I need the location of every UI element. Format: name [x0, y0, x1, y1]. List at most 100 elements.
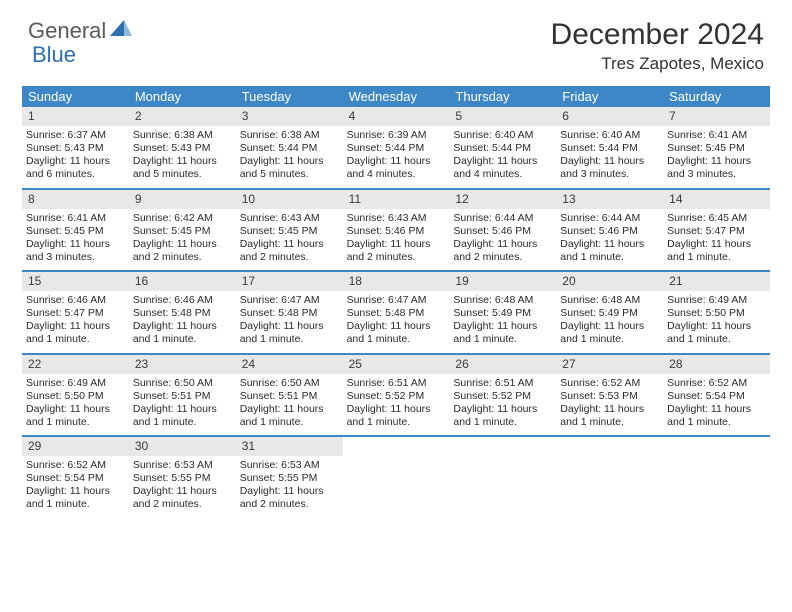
day-cell: 3Sunrise: 6:38 AMSunset: 5:44 PMDaylight… [236, 107, 343, 188]
day-cell: 1Sunrise: 6:37 AMSunset: 5:43 PMDaylight… [22, 107, 129, 188]
day-number: 15 [22, 272, 129, 291]
day-number: 18 [343, 272, 450, 291]
daylight-text: Daylight: 11 hours [22, 320, 129, 333]
day-number: 2 [129, 107, 236, 126]
daylight-text: Daylight: 11 hours [663, 403, 770, 416]
daylight-text: Daylight: 11 hours [129, 238, 236, 251]
day-cell: 29Sunrise: 6:52 AMSunset: 5:54 PMDayligh… [22, 437, 129, 518]
day-cell: 30 Sunrise: 6:53 AMSunset: 5:55 PMDayligh… [129, 437, 236, 518]
day-number: 12 [449, 190, 556, 209]
day-cell: 20Sunrise: 6:48 AMSunset: 5:49 PMDayligh… [556, 272, 663, 353]
daylight-text: and 2 minutes. [129, 251, 236, 264]
daylight-text: Daylight: 11 hours [22, 238, 129, 251]
day-header-sat: Saturday [663, 86, 770, 107]
daylight-text: Daylight: 11 hours [129, 485, 236, 498]
day-cell: 27Sunrise: 6:52 AMSunset: 5:53 PMDayligh… [556, 355, 663, 436]
sunset-text: Sunset: 5:46 PM [449, 225, 556, 238]
sunset-text: Sunset: 5:44 PM [236, 142, 343, 155]
sunrise-text: Sunrise: 6:53 AM [236, 459, 343, 472]
sunset-text: Sunset: 5:54 PM [22, 472, 129, 485]
day-header-fri: Friday [556, 86, 663, 107]
sunrise-text: Sunrise: 6:45 AM [663, 212, 770, 225]
day-number: 30 [129, 437, 236, 456]
day-number: 8 [22, 190, 129, 209]
sunset-text: Sunset: 5:55 PM [129, 472, 236, 485]
day-cell: 19Sunrise: 6:48 AMSunset: 5:49 PMDayligh… [449, 272, 556, 353]
daylight-text: and 1 minute. [22, 416, 129, 429]
day-cell: 4Sunrise: 6:39 AMSunset: 5:44 PMDaylight… [343, 107, 450, 188]
sunset-text: Sunset: 5:52 PM [449, 390, 556, 403]
sunrise-text: Sunrise: 6:47 AM [343, 294, 450, 307]
sunrise-text: Sunrise: 6:38 AM [129, 129, 236, 142]
day-number: 17 [236, 272, 343, 291]
sunset-text: Sunset: 5:48 PM [343, 307, 450, 320]
day-header-sun: Sunday [22, 86, 129, 107]
daylight-text: and 6 minutes. [22, 168, 129, 181]
sunrise-text: Sunrise: 6:46 AM [22, 294, 129, 307]
day-cell: 5Sunrise: 6:40 AMSunset: 5:44 PMDaylight… [449, 107, 556, 188]
sunrise-text: Sunrise: 6:47 AM [236, 294, 343, 307]
sunrise-text: Sunrise: 6:38 AM [236, 129, 343, 142]
day-cell: 12Sunrise: 6:44 AMSunset: 5:46 PMDayligh… [449, 190, 556, 271]
sunrise-text: Sunrise: 6:52 AM [663, 377, 770, 390]
sunset-text: Sunset: 5:52 PM [343, 390, 450, 403]
weeks-container: 1Sunrise: 6:37 AMSunset: 5:43 PMDaylight… [22, 107, 770, 518]
sunrise-text: Sunrise: 6:44 AM [449, 212, 556, 225]
daylight-text: Daylight: 11 hours [236, 320, 343, 333]
sunrise-text: Sunrise: 6:48 AM [449, 294, 556, 307]
daylight-text: and 1 minute. [236, 333, 343, 346]
daylight-text: Daylight: 11 hours [129, 403, 236, 416]
daylight-text: and 2 minutes. [129, 498, 236, 511]
day-number: 13 [556, 190, 663, 209]
day-cell: . [449, 437, 556, 518]
day-cell: . [663, 437, 770, 518]
daylight-text: and 1 minute. [449, 333, 556, 346]
day-number: 7 [663, 107, 770, 126]
sunset-text: Sunset: 5:44 PM [449, 142, 556, 155]
daylight-text: Daylight: 11 hours [556, 238, 663, 251]
title-block: December 2024 Tres Zapotes, Mexico [551, 18, 764, 74]
day-header-wed: Wednesday [343, 86, 450, 107]
location-label: Tres Zapotes, Mexico [551, 54, 764, 74]
daylight-text: and 1 minute. [663, 333, 770, 346]
daylight-text: and 1 minute. [129, 416, 236, 429]
day-number: 29 [22, 437, 129, 456]
sunset-text: Sunset: 5:48 PM [129, 307, 236, 320]
daylight-text: and 2 minutes. [343, 251, 450, 264]
sunset-text: Sunset: 5:47 PM [22, 307, 129, 320]
sunset-text: Sunset: 5:44 PM [343, 142, 450, 155]
day-number: 28 [663, 355, 770, 374]
day-header-tue: Tuesday [236, 86, 343, 107]
day-cell: 8Sunrise: 6:41 AMSunset: 5:45 PMDaylight… [22, 190, 129, 271]
day-cell: 18Sunrise: 6:47 AMSunset: 5:48 PMDayligh… [343, 272, 450, 353]
day-cell: 13Sunrise: 6:44 AMSunset: 5:46 PMDayligh… [556, 190, 663, 271]
daylight-text: and 1 minute. [449, 416, 556, 429]
daylight-text: and 1 minute. [343, 416, 450, 429]
sunrise-text: Sunrise: 6:49 AM [22, 377, 129, 390]
daylight-text: and 1 minute. [556, 416, 663, 429]
week-row: 1Sunrise: 6:37 AMSunset: 5:43 PMDaylight… [22, 107, 770, 190]
day-number: 4 [343, 107, 450, 126]
daylight-text: Daylight: 11 hours [449, 403, 556, 416]
sunset-text: Sunset: 5:43 PM [129, 142, 236, 155]
sunrise-text: Sunrise: 6:53 AM [129, 459, 236, 472]
sunrise-text: Sunrise: 6:52 AM [22, 459, 129, 472]
sunrise-text: Sunrise: 6:43 AM [343, 212, 450, 225]
day-number: 11 [343, 190, 450, 209]
sunrise-text: Sunrise: 6:41 AM [22, 212, 129, 225]
day-number: 5 [449, 107, 556, 126]
day-cell: 28Sunrise: 6:52 AMSunset: 5:54 PMDayligh… [663, 355, 770, 436]
day-number: 9 [129, 190, 236, 209]
sunrise-text: Sunrise: 6:41 AM [663, 129, 770, 142]
daylight-text: Daylight: 11 hours [663, 238, 770, 251]
daylight-text: and 4 minutes. [449, 168, 556, 181]
sunset-text: Sunset: 5:53 PM [556, 390, 663, 403]
day-number: 3 [236, 107, 343, 126]
sunrise-text: Sunrise: 6:50 AM [236, 377, 343, 390]
sunrise-text: Sunrise: 6:46 AM [129, 294, 236, 307]
sunrise-text: Sunrise: 6:49 AM [663, 294, 770, 307]
week-row: 15Sunrise: 6:46 AMSunset: 5:47 PMDayligh… [22, 272, 770, 355]
sunrise-text: Sunrise: 6:48 AM [556, 294, 663, 307]
daylight-text: and 1 minute. [343, 333, 450, 346]
day-cell: 22Sunrise: 6:49 AMSunset: 5:50 PMDayligh… [22, 355, 129, 436]
